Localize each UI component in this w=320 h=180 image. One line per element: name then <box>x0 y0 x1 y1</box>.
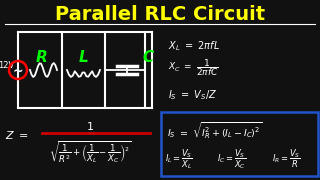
Text: $X_L \ = \ 2\pi f L$: $X_L \ = \ 2\pi f L$ <box>168 39 220 53</box>
Text: Parallel RLC Circuit: Parallel RLC Circuit <box>55 4 265 24</box>
Text: $X_C \ = \ \dfrac{1}{2\pi f C}$: $X_C \ = \ \dfrac{1}{2\pi f C}$ <box>168 58 219 78</box>
Text: 12V: 12V <box>0 60 14 69</box>
Text: ~: ~ <box>13 64 23 78</box>
Text: $I_S \ = \ V_S / Z$: $I_S \ = \ V_S / Z$ <box>168 88 217 102</box>
Text: $Z \ =$: $Z \ =$ <box>5 129 29 141</box>
Text: $I_S \ = \ \sqrt{I_R^2 + (I_L - I_C)^2}$: $I_S \ = \ \sqrt{I_R^2 + (I_L - I_C)^2}$ <box>167 121 262 141</box>
Text: $I_R = \dfrac{V_S}{R}$: $I_R = \dfrac{V_S}{R}$ <box>272 148 301 170</box>
Text: $\sqrt{\dfrac{1}{R^2}+\left(\dfrac{1}{X_L}-\dfrac{1}{X_C}\right)^2}$: $\sqrt{\dfrac{1}{R^2}+\left(\dfrac{1}{X_… <box>49 139 132 165</box>
Text: $I_C = \dfrac{V_S}{X_C}$: $I_C = \dfrac{V_S}{X_C}$ <box>217 147 246 171</box>
Text: L: L <box>79 51 88 66</box>
Text: C: C <box>142 51 154 66</box>
Text: $I_L = \dfrac{V_S}{X_L}$: $I_L = \dfrac{V_S}{X_L}$ <box>165 147 193 171</box>
Text: R: R <box>36 51 48 66</box>
FancyBboxPatch shape <box>161 112 318 176</box>
Text: $1$: $1$ <box>86 120 94 132</box>
